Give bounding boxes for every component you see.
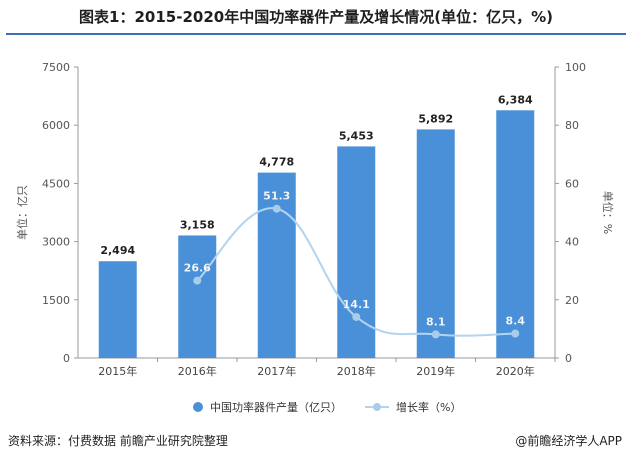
legend-label-bar: 中国功率器件产量（亿只） bbox=[210, 400, 342, 414]
y-axis-title-right: 单位：% bbox=[601, 191, 615, 234]
x-tick-label: 2017年 bbox=[257, 364, 296, 378]
bar bbox=[178, 235, 217, 358]
bar-value-label: 4,778 bbox=[259, 156, 294, 169]
legend-marker-line-dot bbox=[373, 403, 381, 411]
growth-rate-label: 26.6 bbox=[184, 262, 211, 275]
x-tick-label: 2020年 bbox=[496, 364, 535, 378]
growth-rate-label: 8.1 bbox=[426, 315, 446, 328]
y-tick-label-left: 6000 bbox=[42, 119, 70, 132]
y-tick-label-left: 4500 bbox=[42, 177, 70, 190]
bar-value-label: 6,384 bbox=[498, 93, 533, 106]
growth-rate-point bbox=[431, 330, 440, 339]
growth-rate-point bbox=[352, 312, 361, 321]
legend-label-line: 增长率（%） bbox=[396, 400, 461, 414]
x-tick-label: 2015年 bbox=[98, 364, 137, 378]
growth-rate-label: 14.1 bbox=[343, 298, 370, 311]
y-tick-label-right: 100 bbox=[565, 61, 586, 74]
x-tick-label: 2019年 bbox=[416, 364, 455, 378]
growth-rate-line bbox=[196, 207, 516, 337]
bar bbox=[257, 172, 296, 358]
bar bbox=[98, 261, 137, 358]
y-tick-label-left: 1500 bbox=[42, 294, 70, 307]
growth-rate-point bbox=[272, 204, 281, 213]
bar bbox=[416, 129, 455, 358]
bar-value-label: 5,892 bbox=[418, 112, 453, 125]
growth-rate-label: 8.4 bbox=[506, 315, 526, 328]
y-tick-label-right: 40 bbox=[565, 236, 579, 249]
growth-rate-point bbox=[193, 276, 202, 285]
y-tick-label-right: 80 bbox=[565, 119, 579, 132]
bar-value-label: 5,453 bbox=[339, 129, 374, 142]
y-tick-label-right: 60 bbox=[565, 177, 579, 190]
chart-title: 图表1：2015-2020年中国功率器件产量及增长情况(单位：亿只，%) bbox=[79, 8, 553, 26]
bar-value-label: 2,494 bbox=[100, 244, 135, 257]
bar bbox=[337, 146, 376, 358]
brand-credit: @前瞻经济学人APP bbox=[515, 434, 622, 448]
x-tick-label: 2016年 bbox=[178, 364, 217, 378]
growth-rate-label: 51.3 bbox=[263, 190, 290, 203]
bar-value-label: 3,158 bbox=[180, 218, 215, 231]
legend-marker-bar bbox=[193, 402, 203, 412]
growth-rate-point bbox=[511, 329, 520, 338]
y-axis-title-left: 单位：亿只 bbox=[15, 185, 29, 240]
y-tick-label-right: 20 bbox=[565, 294, 579, 307]
bar bbox=[496, 110, 535, 358]
source-note: 资料来源：付费数据 前瞻产业研究院整理 bbox=[8, 434, 228, 448]
x-tick-label: 2018年 bbox=[337, 364, 376, 378]
y-tick-label-left: 0 bbox=[63, 352, 70, 365]
y-tick-label-right: 0 bbox=[565, 352, 572, 365]
title-rule bbox=[6, 33, 626, 35]
y-tick-label-left: 7500 bbox=[42, 61, 70, 74]
y-tick-label-left: 3000 bbox=[42, 236, 70, 249]
